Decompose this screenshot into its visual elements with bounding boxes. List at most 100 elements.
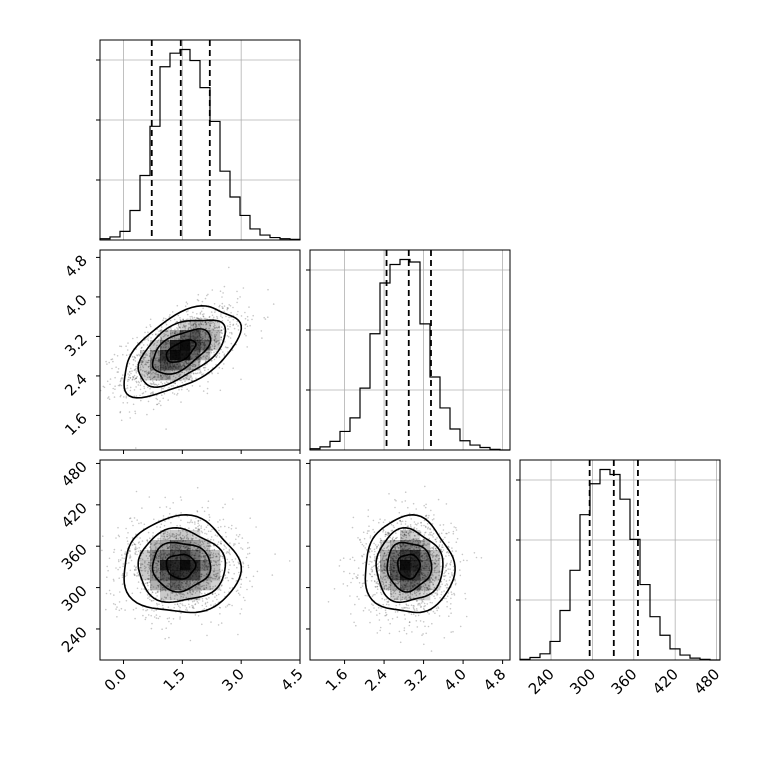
- scatter-point: [149, 581, 152, 583]
- scatter-point: [428, 613, 430, 615]
- scatter-point: [206, 579, 208, 581]
- contour-line: [151, 328, 212, 375]
- scatter-point: [114, 385, 116, 388]
- scatter-point: [160, 404, 162, 407]
- scatter-point: [148, 359, 150, 362]
- scatter-point: [398, 590, 401, 593]
- scatter-point: [149, 348, 151, 350]
- scatter-point: [194, 581, 196, 583]
- scatter-point: [215, 555, 218, 557]
- scatter-point: [433, 545, 435, 548]
- scatter-point: [154, 366, 157, 369]
- scatter-point: [168, 545, 171, 548]
- scatter-point: [220, 336, 222, 339]
- scatter-point: [410, 531, 412, 534]
- scatter-point: [204, 366, 207, 369]
- scatter-point: [140, 588, 143, 590]
- scatter-point: [147, 572, 149, 574]
- scatter-point: [183, 594, 185, 596]
- scatter-point: [122, 563, 125, 565]
- scatter-point: [390, 530, 393, 532]
- scatter-point: [201, 604, 204, 607]
- scatter-point: [230, 342, 233, 345]
- scatter-point: [387, 577, 389, 579]
- scatter-point: [223, 363, 225, 365]
- scatter-point: [377, 583, 380, 585]
- scatter-point: [423, 592, 425, 595]
- scatter-point: [149, 365, 151, 368]
- scatter-point: [385, 575, 387, 578]
- scatter-point: [390, 593, 392, 596]
- scatter-point: [179, 606, 181, 609]
- scatter-point: [181, 364, 184, 367]
- scatter-point: [451, 550, 454, 552]
- density-cell: [400, 560, 411, 571]
- scatter-point: [106, 576, 108, 578]
- scatter-point: [388, 545, 390, 547]
- scatter-point: [210, 576, 213, 579]
- scatter-point: [377, 567, 379, 569]
- scatter-point: [202, 588, 205, 591]
- scatter-point: [399, 520, 402, 522]
- scatter-point: [405, 598, 408, 600]
- scatter-point: [122, 353, 124, 356]
- scatter-point: [235, 580, 237, 582]
- scatter-point: [156, 403, 158, 406]
- scatter-point: [171, 311, 174, 313]
- scatter-point: [434, 566, 437, 569]
- scatter-point: [197, 520, 200, 522]
- scatter-point: [238, 542, 240, 545]
- density-cell: [200, 560, 211, 571]
- scatter-point: [149, 546, 151, 549]
- scatter-point: [400, 523, 403, 525]
- scatter-point: [142, 552, 144, 555]
- scatter-point: [401, 607, 403, 609]
- scatter-point: [166, 533, 168, 536]
- scatter-point: [126, 537, 128, 539]
- scatter-point: [195, 325, 198, 327]
- scatter-point: [396, 580, 399, 582]
- scatter-point: [397, 583, 399, 585]
- scatter-point: [156, 398, 159, 401]
- scatter-point: [434, 562, 436, 565]
- scatter-point: [120, 345, 123, 348]
- scatter-point: [126, 387, 129, 389]
- pair-panel-0: [96, 249, 301, 454]
- scatter-point: [131, 378, 134, 381]
- scatter-point: [149, 367, 152, 370]
- scatter-point: [89, 573, 91, 575]
- scatter-point: [124, 609, 126, 611]
- scatter-point: [251, 585, 253, 588]
- scatter-point: [226, 328, 229, 330]
- scatter-point: [378, 619, 381, 621]
- scatter-point: [188, 606, 191, 608]
- scatter-point: [210, 348, 212, 350]
- scatter-point: [178, 374, 181, 376]
- scatter-point: [158, 603, 160, 605]
- scatter-point: [135, 395, 138, 397]
- scatter-point: [195, 372, 198, 375]
- scatter-point: [181, 386, 183, 389]
- scatter-point: [180, 379, 182, 382]
- scatter-point: [407, 604, 410, 607]
- scatter-point: [363, 582, 365, 584]
- scatter-point: [188, 378, 191, 380]
- scatter-point: [136, 354, 139, 357]
- scatter-point: [432, 579, 434, 581]
- scatter-point: [367, 515, 370, 518]
- scatter-point: [114, 603, 117, 606]
- scatter-point: [176, 328, 179, 330]
- scatter-point: [424, 584, 427, 587]
- scatter-point: [431, 594, 433, 596]
- scatter-point: [413, 526, 416, 529]
- scatter-point: [217, 521, 219, 523]
- scatter-point: [205, 322, 208, 325]
- scatter-point: [148, 372, 150, 375]
- scatter-point: [384, 531, 387, 533]
- scatter-point: [179, 533, 181, 536]
- scatter-point: [151, 558, 154, 561]
- scatter-point: [177, 328, 180, 330]
- scatter-point: [157, 373, 159, 376]
- scatter-point: [192, 324, 194, 326]
- scatter-point: [387, 551, 390, 554]
